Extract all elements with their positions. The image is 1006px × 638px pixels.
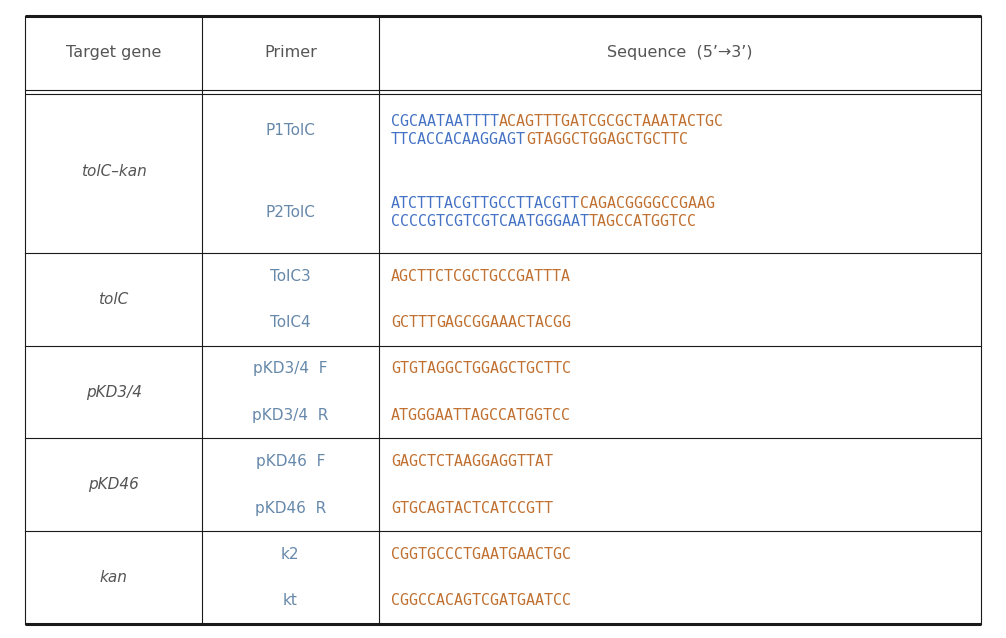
Text: ACAGTTTGATCGCGCTAAATACTGC: ACAGTTTGATCGCGCTAAATACTGC: [499, 114, 724, 130]
Text: ATCTTTACGTTGCCTTACGTT: ATCTTTACGTTGCCTTACGTT: [390, 196, 579, 211]
Text: TAGCCATGGTCC: TAGCCATGGTCC: [589, 214, 697, 228]
Text: GAGCGGAAACTACGG: GAGCGGAAACTACGG: [436, 315, 570, 330]
Text: pKD46: pKD46: [89, 477, 139, 493]
Text: P1TolC: P1TolC: [266, 123, 315, 138]
Text: Primer: Primer: [264, 45, 317, 61]
Text: ATGGGAATTAGCCATGGTCC: ATGGGAATTAGCCATGGTCC: [390, 408, 570, 423]
Text: CCCCGTCGTCGTCAATGGGAAT: CCCCGTCGTCGTCAATGGGAAT: [390, 214, 589, 228]
Text: CGGTGCCCTGAATGAACTGC: CGGTGCCCTGAATGAACTGC: [390, 547, 570, 562]
Text: GCTTT: GCTTT: [390, 315, 436, 330]
Text: TolC3: TolC3: [270, 269, 311, 283]
Text: TTCACCACAAGGAGT: TTCACCACAAGGAGT: [390, 132, 526, 147]
Text: GTGTAGGCTGGAGCTGCTTC: GTGTAGGCTGGAGCTGCTTC: [390, 361, 570, 376]
Text: GTAGGCTGGAGCTGCTTC: GTAGGCTGGAGCTGCTTC: [526, 132, 688, 147]
Text: pKD3/4  R: pKD3/4 R: [253, 408, 329, 423]
Text: Sequence  (5’→3’): Sequence (5’→3’): [607, 45, 752, 61]
Text: CAGACGGGGCCGAAG: CAGACGGGGCCGAAG: [579, 196, 715, 211]
Text: GAGCTCTAAGGAGGTTAT: GAGCTCTAAGGAGGTTAT: [390, 454, 553, 469]
Text: TolC4: TolC4: [270, 315, 311, 330]
Text: tolC–kan: tolC–kan: [80, 164, 147, 179]
Text: Target gene: Target gene: [65, 45, 161, 61]
Text: pKD46  R: pKD46 R: [255, 500, 326, 516]
Text: AGCTTCTCGCTGCCGATTTA: AGCTTCTCGCTGCCGATTTA: [390, 269, 570, 283]
Text: tolC: tolC: [99, 292, 129, 307]
Text: CGCAATAATTTT: CGCAATAATTTT: [390, 114, 499, 130]
Text: pKD3/4: pKD3/4: [86, 385, 142, 399]
Text: pKD46  F: pKD46 F: [256, 454, 325, 469]
Text: k2: k2: [281, 547, 300, 562]
Text: pKD3/4  F: pKD3/4 F: [254, 361, 328, 376]
Text: GTGCAGTACTCATCCGTT: GTGCAGTACTCATCCGTT: [390, 500, 553, 516]
Text: P2TolC: P2TolC: [266, 205, 315, 219]
Text: kan: kan: [100, 570, 128, 585]
Text: kt: kt: [283, 593, 298, 608]
Text: CGGCCACAGTCGATGAATCC: CGGCCACAGTCGATGAATCC: [390, 593, 570, 608]
